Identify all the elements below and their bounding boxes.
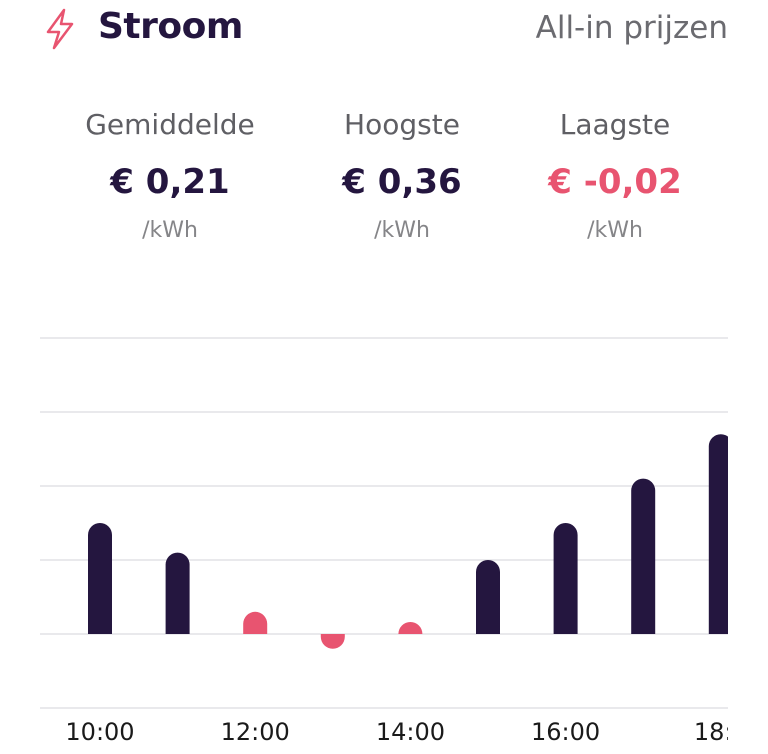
- stat-value: € 0,36: [342, 162, 462, 202]
- stat-value: € 0,21: [110, 162, 230, 202]
- header: Stroom All-in prijzen: [0, 0, 768, 60]
- x-tick-label: 14:00: [376, 718, 445, 746]
- x-tick-label: 12:00: [221, 718, 290, 746]
- stat-unit: /kWh: [374, 218, 430, 243]
- stat-unit: /kWh: [142, 218, 198, 243]
- bar-11:00[interactable]: [165, 552, 190, 634]
- stat-lowest: Laagste € -0,02 /kWh: [505, 108, 725, 243]
- all-in-prices-toggle[interactable]: All-in prijzen: [535, 10, 728, 46]
- lightning-bolt-icon: [46, 8, 74, 50]
- stat-highest: Hoogste € 0,36 /kWh: [292, 108, 512, 243]
- stat-label: Hoogste: [344, 108, 460, 141]
- bar-16:00[interactable]: [553, 523, 578, 634]
- x-tick-label: 18:0: [694, 718, 748, 746]
- gridlines: [40, 337, 728, 709]
- bar-15:00[interactable]: [476, 560, 500, 634]
- bar-12:00[interactable]: [243, 611, 268, 634]
- stat-average: Gemiddelde € 0,21 /kWh: [60, 108, 280, 243]
- bar-10:00[interactable]: [88, 523, 112, 634]
- bars: [88, 434, 733, 649]
- bar-17:00[interactable]: [631, 478, 656, 634]
- stat-label: Gemiddelde: [85, 108, 255, 141]
- x-tick-label: 16:00: [531, 718, 600, 746]
- x-axis-ticks: 10:00 12:00 14:00 16:00 18:0: [65, 718, 748, 746]
- bar-18:00[interactable]: [708, 434, 733, 634]
- price-bar-chart: 10:00 12:00 14:00 16:00 18:0: [40, 337, 748, 746]
- bar-13:00[interactable]: [320, 634, 345, 649]
- stat-unit: /kWh: [587, 218, 643, 243]
- stat-label: Laagste: [559, 108, 671, 141]
- stat-value: € -0,02: [548, 162, 682, 202]
- x-tick-label: 10:00: [65, 718, 134, 746]
- page-title: Stroom: [98, 6, 243, 47]
- bar-14:00[interactable]: [398, 622, 423, 634]
